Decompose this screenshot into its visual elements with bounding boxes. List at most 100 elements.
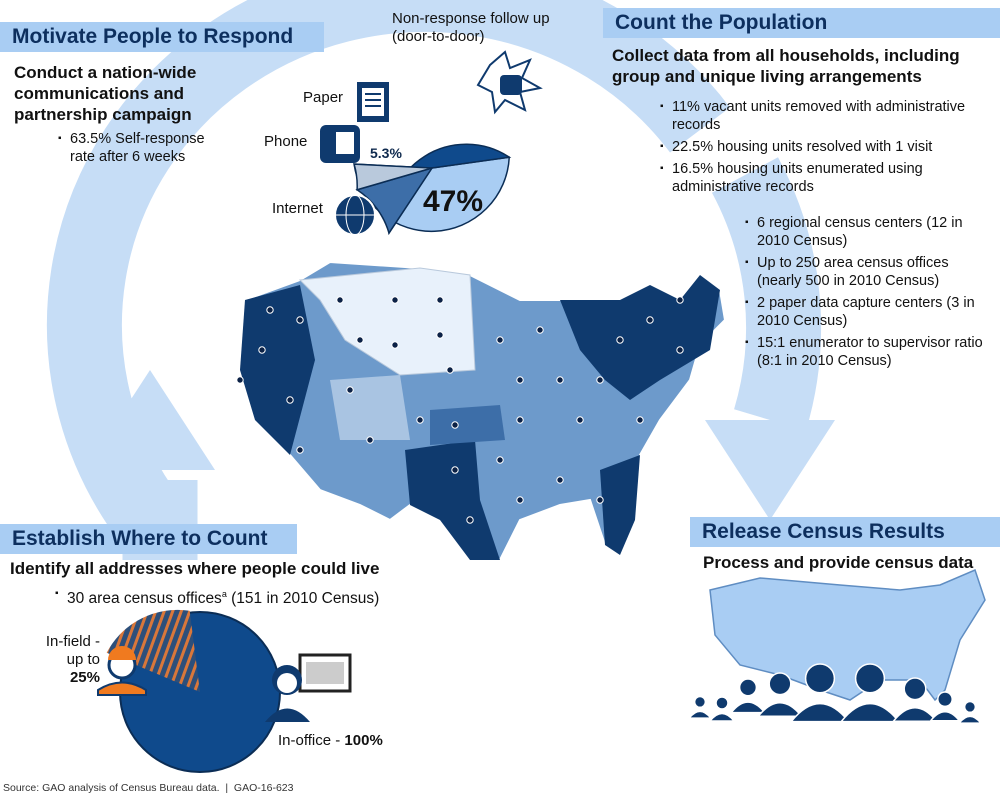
person-body [789, 703, 851, 723]
person-head [693, 695, 707, 709]
person-head [715, 696, 729, 710]
person-head [804, 663, 836, 694]
cycle-ring [46, 0, 835, 560]
motivate-bullet: 63.5% Self-response rate after 6 weeks [58, 130, 228, 166]
count-bullets: 11% vacant units removed with administra… [660, 98, 980, 200]
phone-percent: 5.3% [370, 145, 402, 161]
census-office-dot [356, 336, 364, 344]
census-office-dots [236, 296, 684, 524]
census-office-dot [616, 336, 624, 344]
census-office-dot [436, 296, 444, 304]
address-canvassing-pie [106, 609, 281, 773]
census-office-dot [576, 416, 584, 424]
count-bullet: 2 paper data capture centers (3 in 2010 … [745, 294, 990, 330]
census-office-dot [436, 331, 444, 339]
person-body [729, 701, 767, 714]
pie-slice-phone [353, 163, 433, 191]
census-office-dot [516, 376, 524, 384]
census-office-dot [556, 376, 564, 384]
count-bullet: Up to 250 area census offices (nearly 50… [745, 254, 990, 290]
census-office-dot [496, 456, 504, 464]
paper-percent: 11.2% [376, 121, 415, 137]
paper-label: Paper [303, 89, 344, 106]
person-body [756, 701, 804, 717]
field-worker-icon [97, 646, 147, 696]
globe-icon [334, 194, 376, 236]
census-office-dot [391, 341, 399, 349]
internet-label: Internet [272, 200, 323, 217]
census-office-dot [451, 421, 459, 429]
census-office-dot [258, 346, 266, 354]
census-office-dot [336, 296, 344, 304]
cycle-arrow-right [705, 420, 835, 520]
establish-bullets: 30 area census officesa (151 in 2010 Cen… [55, 585, 415, 612]
count-bullet: 15:1 enumerator to supervisor ratio (8:1… [745, 334, 990, 370]
paper-form-icon [357, 82, 389, 122]
census-office-dot [236, 376, 244, 384]
census-office-dot [446, 366, 454, 374]
census-office-dot [636, 416, 644, 424]
door-knock-icon [476, 50, 543, 115]
person-body [687, 710, 713, 719]
phone-label: Phone [264, 133, 308, 150]
establish-subtitle: Identify all addresses where people coul… [10, 559, 380, 578]
count-bullet: 6 regional census centers (12 in 2010 Ce… [745, 214, 990, 250]
establish-header: Establish Where to Count [0, 524, 297, 554]
census-office-dot [596, 496, 604, 504]
infield-value: 25% [69, 669, 100, 686]
establish-bullet: 30 area census officesa (151 in 2010 Cen… [55, 585, 415, 608]
census-office-dot [391, 296, 399, 304]
nonresponse-label: Non-response follow up (door-to-door) [392, 10, 550, 45]
source-note: Source: GAO analysis of Census Bureau da… [3, 782, 294, 794]
count-bullet: 11% vacant units removed with administra… [660, 98, 980, 134]
person-body [929, 711, 961, 722]
census-office-dot [596, 376, 604, 384]
census-office-dot [536, 326, 544, 334]
census-office-dot [286, 396, 294, 404]
inoffice-text: In-office - [278, 732, 345, 749]
count-header: Count the Population [603, 8, 1000, 38]
internet-percent: 47% [423, 185, 484, 218]
person-body [708, 712, 736, 722]
infield-text: In-field - [45, 633, 100, 650]
census-office-dot [266, 306, 274, 314]
telephone-icon [320, 125, 360, 163]
person-head [768, 672, 792, 696]
release-subtitle: Process and provide census data [703, 553, 974, 572]
census-office-dot [296, 316, 304, 324]
person-body [957, 715, 983, 724]
person-body [891, 706, 939, 722]
count-subtitle: Collect data from all households, includ… [612, 46, 960, 86]
release-header: Release Census Results [690, 517, 1000, 547]
census-office-dot [516, 416, 524, 424]
census-office-dot [556, 476, 564, 484]
census-office-dot [676, 346, 684, 354]
office-worker-computer-icon [265, 653, 352, 722]
person-head [937, 691, 953, 708]
census-office-dot [676, 296, 684, 304]
cycle-arrow-left [85, 370, 215, 470]
census-office-dot [416, 416, 424, 424]
footnote-marker: a [221, 589, 227, 599]
establish-bullet-tail: (151 in 2010 Census) [226, 590, 380, 608]
census-office-dot [646, 316, 654, 324]
inoffice-label: In-office - 100% [278, 732, 383, 749]
census-office-dot [496, 336, 504, 344]
count-bullet: 22.5% housing units resolved with 1 visi… [660, 138, 980, 156]
count-infrastructure-bullets: 6 regional census centers (12 in 2010 Ce… [745, 214, 990, 374]
census-office-dot [346, 386, 354, 394]
count-bullet: 16.5% housing units enumerated using adm… [660, 160, 980, 196]
census-office-dot [451, 466, 459, 474]
nonresponse-percent: 36.5% [457, 127, 509, 147]
census-office-dot [516, 496, 524, 504]
person-head [963, 700, 977, 714]
motivate-bullets: 63.5% Self-response rate after 6 weeks [58, 130, 228, 170]
person-body [839, 703, 901, 723]
infield-prefix: up to [66, 651, 100, 668]
person-head [854, 663, 886, 694]
motivate-header: Motivate People to Respond [0, 22, 324, 52]
census-office-dot [466, 516, 474, 524]
people-group-icon [687, 663, 983, 724]
inoffice-value: 100% [344, 732, 383, 749]
